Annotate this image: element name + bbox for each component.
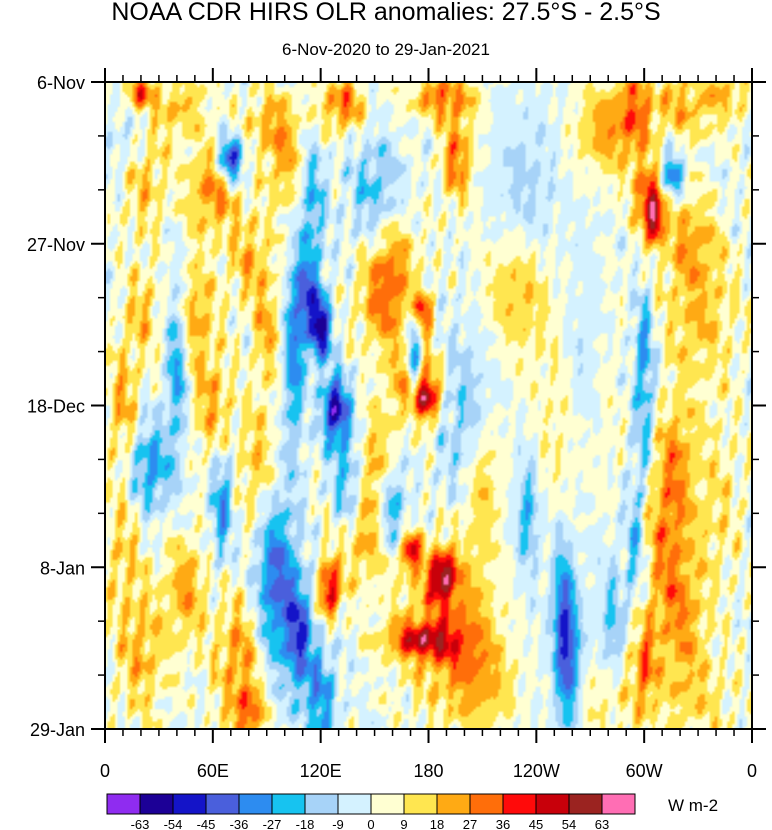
y-tick-label: 27-Nov bbox=[27, 235, 85, 255]
colorbar-label: -45 bbox=[197, 817, 216, 830]
colorbar-swatch bbox=[271, 793, 306, 815]
colorbar-label: 36 bbox=[496, 817, 510, 830]
colorbar-swatch bbox=[106, 793, 141, 815]
x-tick-label: 60W bbox=[626, 761, 663, 781]
colorbar-swatch bbox=[502, 793, 537, 815]
y-tick-label: 6-Nov bbox=[37, 73, 85, 93]
colorbar-label: -63 bbox=[131, 817, 150, 830]
x-tick-label: 60E bbox=[197, 761, 229, 781]
x-tick-label: 0 bbox=[747, 761, 757, 781]
colorbar-label: -9 bbox=[332, 817, 344, 830]
colorbar: -63 -54 -45 -36 -27 -18 -9 0 9 18 27 36 45 54 63 bbox=[106, 793, 636, 830]
colorbar-swatch bbox=[139, 793, 174, 815]
y-tick-label: 8-Jan bbox=[40, 558, 85, 578]
olr-anomaly-field bbox=[105, 82, 752, 729]
colorbar-label: 27 bbox=[463, 817, 477, 830]
colorbar-swatch bbox=[469, 793, 504, 815]
colorbar-label: 18 bbox=[430, 817, 444, 830]
colorbar-label: 54 bbox=[562, 817, 576, 830]
chart-title: NOAA CDR HIRS OLR anomalies: 27.5°S - 2.… bbox=[111, 0, 661, 26]
axes: 0 60E 120E 180 120W 60W 0 6-Nov 27-Nov 18-Dec 8-Ja… bbox=[27, 68, 766, 781]
colorbar-swatch bbox=[370, 793, 405, 815]
colorbar-swatch bbox=[436, 793, 471, 815]
colorbar-label: 63 bbox=[595, 817, 609, 830]
chart-subtitle: 6-Nov-2020 to 29-Jan-2021 bbox=[282, 40, 490, 59]
colorbar-swatch bbox=[172, 793, 207, 815]
colorbar-label: -27 bbox=[263, 817, 282, 830]
colorbar-label: 0 bbox=[367, 817, 374, 830]
colorbar-swatch bbox=[238, 793, 273, 815]
colorbar-units: W m-2 bbox=[668, 796, 719, 815]
colorbar-swatch bbox=[337, 793, 372, 815]
colorbar-swatch bbox=[205, 793, 240, 815]
x-tick-label: 0 bbox=[100, 761, 110, 781]
colorbar-swatch bbox=[568, 793, 603, 815]
colorbar-label: 9 bbox=[400, 817, 407, 830]
colorbar-label: 45 bbox=[529, 817, 543, 830]
colorbar-swatch bbox=[535, 793, 570, 815]
colorbar-swatch bbox=[601, 793, 636, 815]
y-tick-label: 29-Jan bbox=[30, 720, 85, 740]
y-tick-label: 18-Dec bbox=[27, 397, 85, 417]
x-tick-label: 120E bbox=[300, 761, 342, 781]
colorbar-swatch bbox=[304, 793, 339, 815]
colorbar-label: -54 bbox=[164, 817, 183, 830]
x-tick-label: 120W bbox=[513, 761, 560, 781]
colorbar-label: -36 bbox=[230, 817, 249, 830]
colorbar-swatch bbox=[403, 793, 438, 815]
x-tick-label: 180 bbox=[413, 761, 443, 781]
colorbar-label: -18 bbox=[296, 817, 315, 830]
